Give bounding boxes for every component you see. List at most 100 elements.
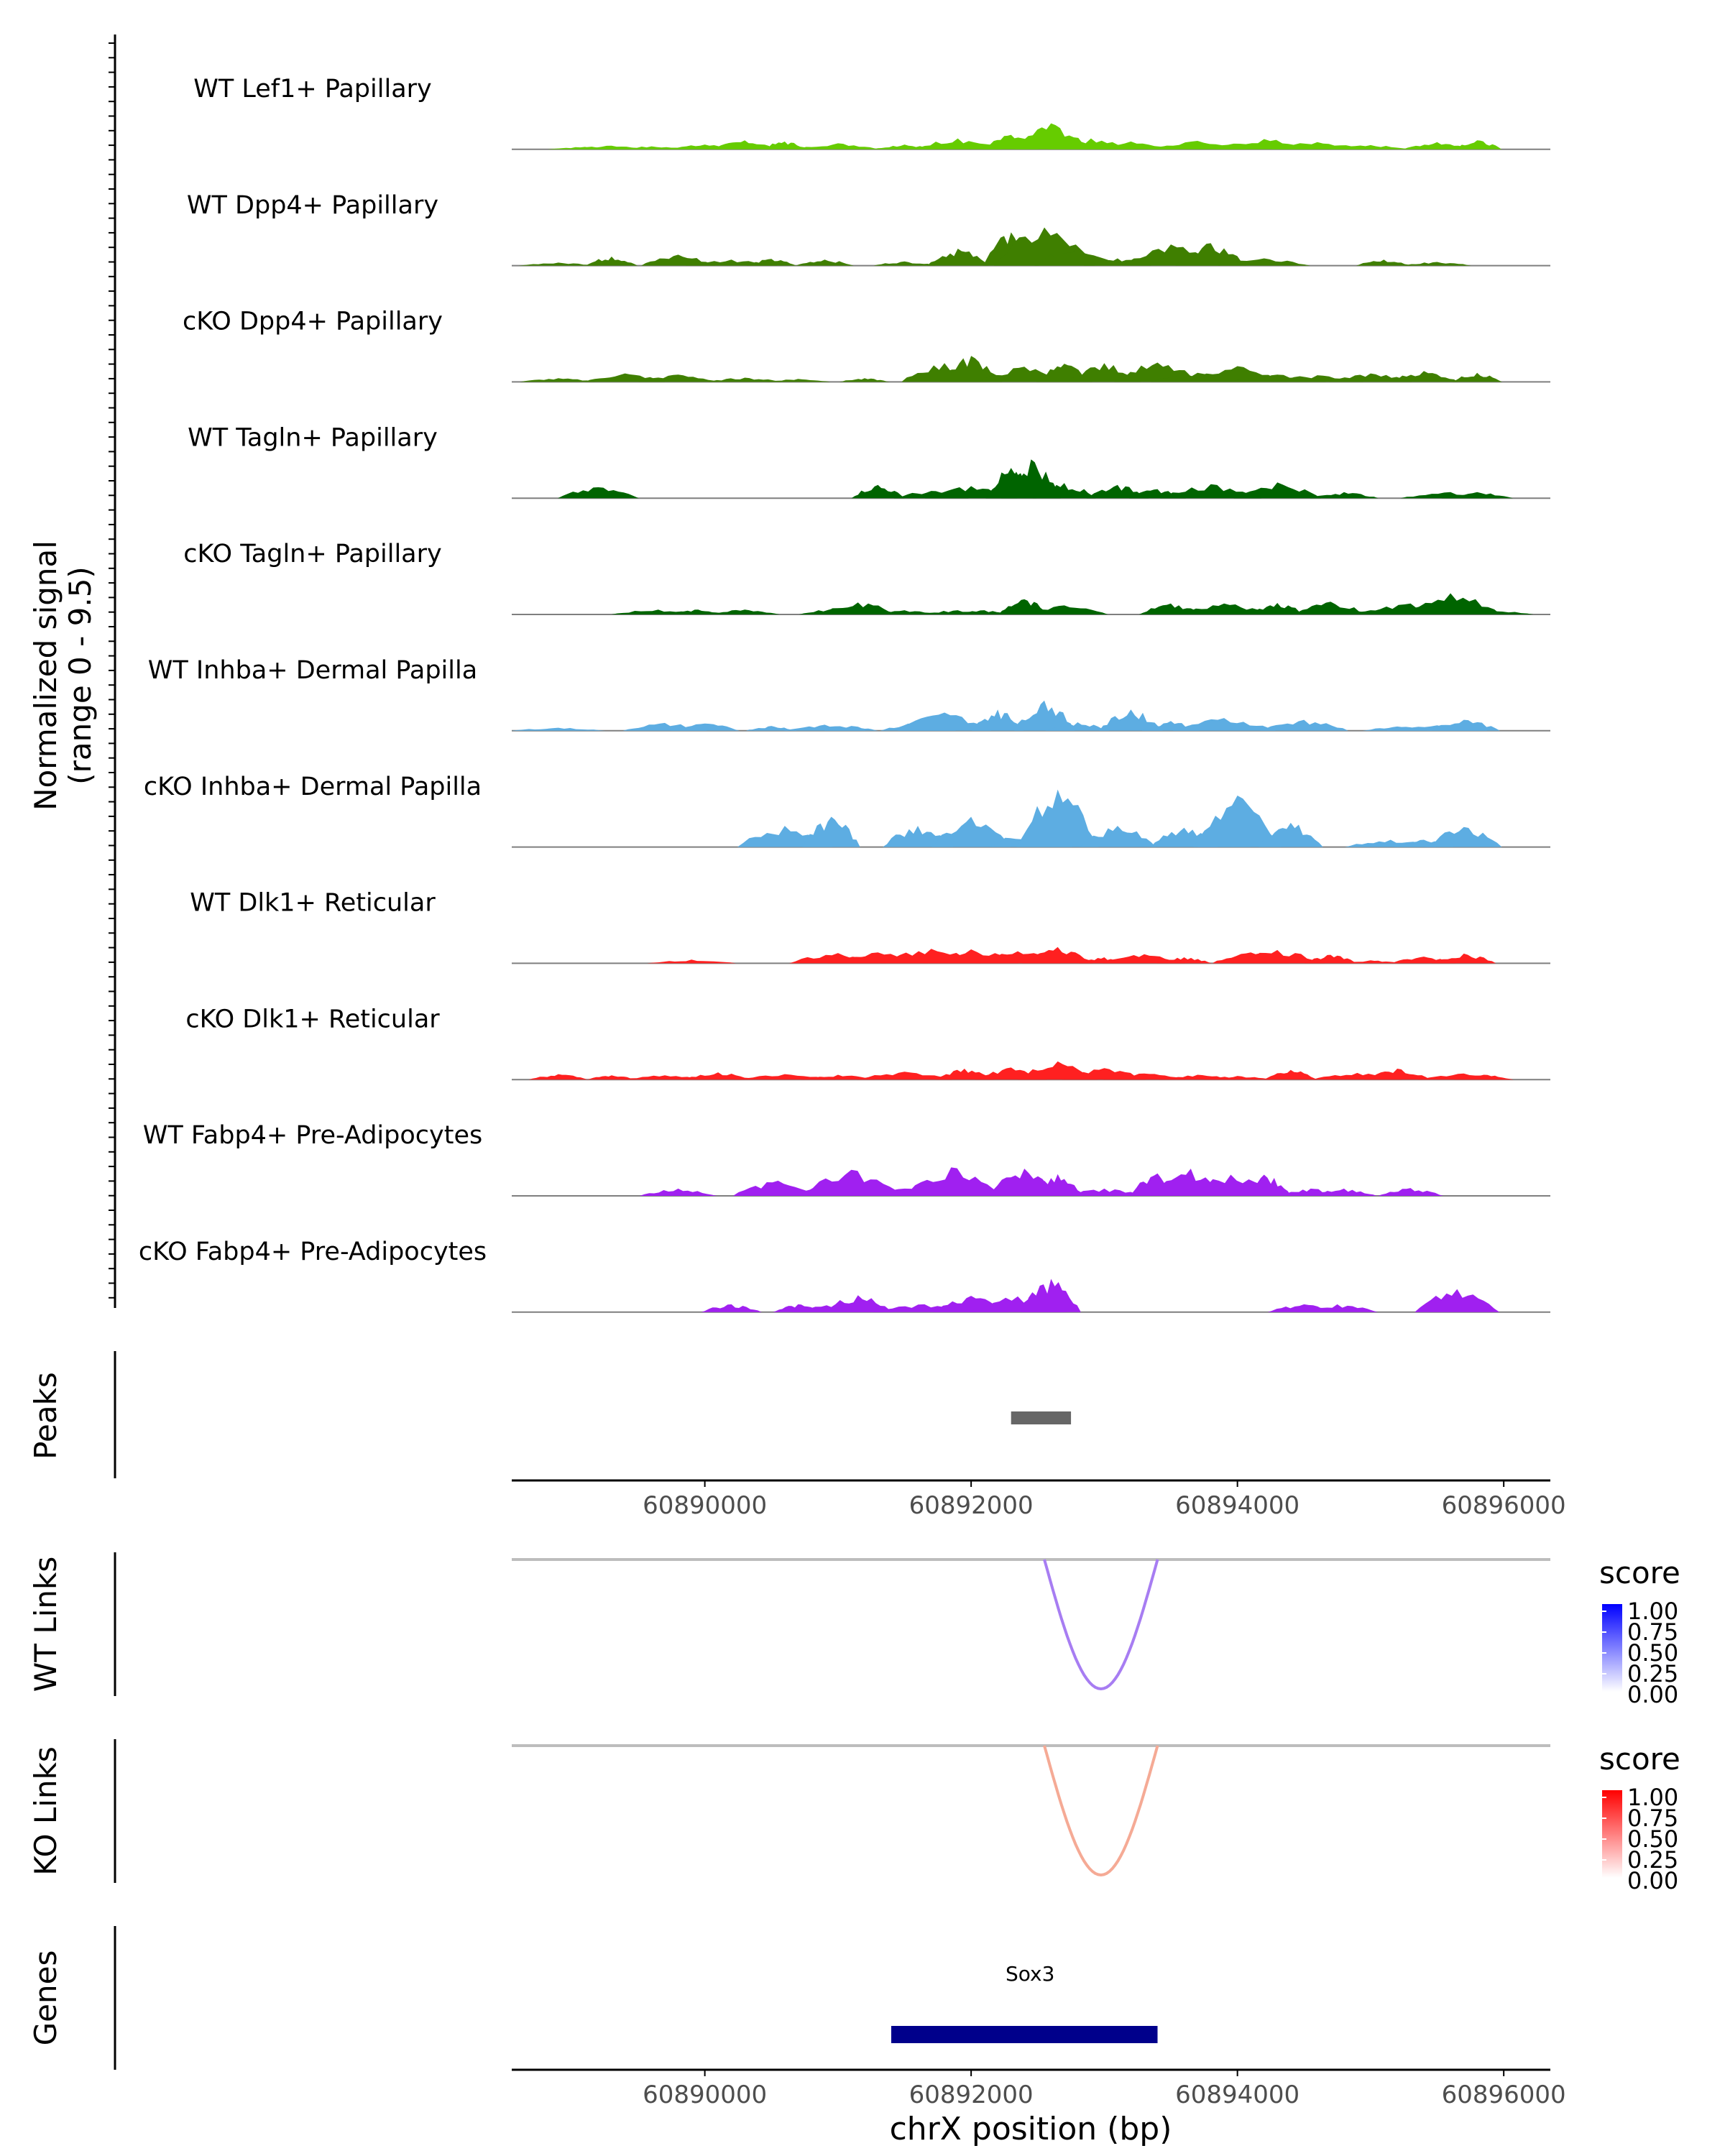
signal-peak bbox=[1237, 1174, 1292, 1196]
signal-peak bbox=[1264, 1069, 1317, 1080]
signal-peak bbox=[816, 602, 899, 614]
signal-tracks: WT Lef1+ Papillary WT Dpp4+ Papillary cKO … bbox=[139, 75, 1550, 1313]
signal-peak bbox=[1453, 1074, 1514, 1080]
x-tick-label: 60892000 bbox=[909, 1491, 1034, 1520]
ko-score-legend: score 1.000.750.500.250.00 bbox=[1599, 1741, 1680, 1894]
x-tick-label: 60890000 bbox=[643, 2081, 767, 2109]
track-9: WT Fabp4+ Pre-Adipocytes bbox=[143, 1121, 1550, 1197]
signal-peak bbox=[1103, 954, 1186, 964]
legend-tick-label: 1.00 bbox=[1627, 1598, 1678, 1625]
signal-peak bbox=[1400, 593, 1501, 614]
signal-peak bbox=[1175, 243, 1246, 266]
peak-region bbox=[1011, 1411, 1072, 1424]
signal-peak bbox=[1340, 960, 1402, 964]
signal-peak bbox=[765, 379, 831, 382]
track-4: cKO Tagln+ Papillary bbox=[183, 540, 1550, 615]
signal-peak bbox=[1453, 140, 1502, 149]
signal-peak bbox=[511, 727, 606, 731]
signal-peak bbox=[856, 1072, 953, 1080]
track-label: WT Tagln+ Papillary bbox=[188, 423, 438, 452]
signal-peak bbox=[1364, 1069, 1430, 1080]
track-6: cKO Inhba+ Dermal Papilla bbox=[144, 773, 1550, 848]
signal-peak bbox=[1293, 602, 1368, 614]
signal-peak bbox=[1086, 484, 1149, 499]
track-label: WT Fabp4+ Pre-Adipocytes bbox=[143, 1121, 482, 1150]
legend-tick-label: 0.50 bbox=[1627, 1639, 1678, 1667]
signal-peak bbox=[1156, 957, 1212, 964]
signal-peak bbox=[873, 261, 936, 266]
signal-peak bbox=[1434, 609, 1534, 614]
ko-link-arc bbox=[1043, 1745, 1159, 1877]
track-label: cKO Inhba+ Dermal Papilla bbox=[144, 773, 482, 801]
x-tick-label: 60892000 bbox=[909, 2081, 1034, 2109]
x-ticks-bottom: 60890000 60892000 60894000 60896000 bbox=[643, 2070, 1566, 2109]
signal-peak bbox=[1403, 262, 1472, 266]
x-tick-label: 60896000 bbox=[1442, 1491, 1566, 1520]
signal-peak bbox=[528, 1074, 588, 1080]
x-axis-label: chrX position (bp) bbox=[890, 2111, 1172, 2147]
signal-peak bbox=[1414, 1289, 1500, 1312]
track-label: cKO Tagln+ Papillary bbox=[183, 540, 442, 568]
legend-tick-label: 0.50 bbox=[1627, 1825, 1678, 1853]
wt-link-arc bbox=[1043, 1559, 1159, 1691]
signal-peak bbox=[746, 259, 796, 266]
signal-peak bbox=[760, 141, 809, 149]
track-7: WT Dlk1+ Reticular bbox=[190, 889, 1550, 964]
track-5: WT Inhba+ Dermal Papilla bbox=[148, 656, 1550, 732]
signal-peak bbox=[932, 816, 1011, 847]
signal-peak bbox=[712, 140, 777, 149]
signal-peak bbox=[1218, 258, 1311, 266]
wt-links-ylabel: WT Links bbox=[28, 1557, 63, 1692]
signal-peak bbox=[1148, 141, 1247, 149]
signal-peak bbox=[822, 1295, 894, 1312]
wt-score-legend: score 1.000.750.500.250.00 bbox=[1599, 1555, 1680, 1708]
signal-y-ticks bbox=[109, 42, 115, 1299]
signal-peak bbox=[1062, 1068, 1146, 1080]
legend-tick-label: 0.25 bbox=[1627, 1660, 1678, 1687]
legend-tick-label: 0.75 bbox=[1627, 1805, 1678, 1832]
track-8: cKO Dlk1+ Reticular bbox=[185, 1005, 1550, 1081]
wt-legend-colorbar bbox=[1602, 1604, 1622, 1692]
signal-peak bbox=[1356, 259, 1412, 266]
signal-peak bbox=[898, 712, 992, 731]
signal-peak bbox=[1034, 247, 1121, 266]
signal-peak bbox=[558, 487, 639, 499]
wt-legend-ticks: 1.000.750.500.250.00 bbox=[1602, 1598, 1678, 1708]
signal-peak bbox=[1297, 1304, 1378, 1312]
signal-peak bbox=[927, 249, 989, 266]
track-2: cKO Dpp4+ Papillary bbox=[183, 308, 1550, 383]
signal-peak bbox=[1377, 1188, 1444, 1196]
signal-peak bbox=[839, 378, 890, 382]
signal-peak bbox=[939, 356, 1003, 382]
signal-peak bbox=[1021, 605, 1108, 614]
track-label: cKO Dlk1+ Reticular bbox=[185, 1005, 440, 1033]
peaks-ylabel: Peaks bbox=[28, 1372, 63, 1460]
signal-peak bbox=[1021, 1279, 1081, 1312]
signal-peak bbox=[883, 826, 954, 847]
gene-body bbox=[891, 2026, 1158, 2043]
gene-models: Sox3 bbox=[891, 1962, 1158, 2043]
track-3: WT Tagln+ Papillary bbox=[188, 423, 1550, 499]
legend-tick-label: 0.00 bbox=[1627, 1681, 1678, 1708]
signal-peak bbox=[1079, 826, 1156, 847]
x-tick-label: 60894000 bbox=[1175, 2081, 1300, 2109]
signal-peak bbox=[1427, 719, 1501, 731]
signal-peak bbox=[647, 959, 736, 964]
track-1: WT Dpp4+ Papillary bbox=[187, 191, 1550, 267]
ko-legend-ticks: 1.000.750.500.250.00 bbox=[1602, 1784, 1678, 1894]
signal-peak bbox=[1203, 1076, 1271, 1080]
signal-peak bbox=[1193, 796, 1282, 847]
signal-peak bbox=[701, 1304, 762, 1312]
signal-peak bbox=[1001, 459, 1061, 499]
signal-peak bbox=[638, 374, 719, 382]
signal-peak bbox=[1062, 1188, 1146, 1196]
signal-peak bbox=[745, 726, 797, 731]
signal-ylabel-line1: Normalized signal bbox=[28, 540, 63, 811]
genes-panel: Genes Sox3 60890000 60892000 60894000 60896… bbox=[28, 1926, 1566, 2147]
track-10: cKO Fabp4+ Pre-Adipocytes bbox=[139, 1238, 1550, 1313]
signal-peak bbox=[641, 254, 716, 266]
track-label: WT Dlk1+ Reticular bbox=[190, 889, 436, 918]
signal-peak bbox=[683, 1072, 754, 1080]
signal-peak bbox=[1329, 373, 1412, 382]
